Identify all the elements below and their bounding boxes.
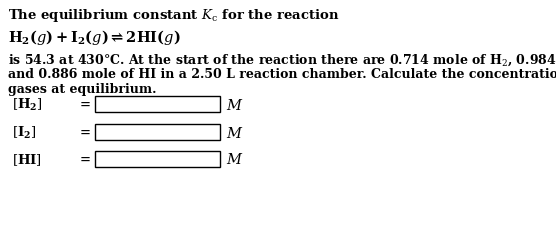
Text: =: = bbox=[80, 126, 91, 139]
Text: $[\mathbf{H_2}]$: $[\mathbf{H_2}]$ bbox=[12, 97, 43, 113]
Text: $\mathit{M}$: $\mathit{M}$ bbox=[226, 152, 244, 167]
Text: gases at equilibrium.: gases at equilibrium. bbox=[8, 83, 156, 96]
Text: $\mathbf{H_2(\mathit{g}) + I_2(\mathit{g}) \rightleftharpoons 2HI(\mathit{g})}$: $\mathbf{H_2(\mathit{g}) + I_2(\mathit{g… bbox=[8, 28, 181, 47]
Text: is 54.3 at 430°C. At the start of the reaction there are 0.714 mole of H$_2$, 0.: is 54.3 at 430°C. At the start of the re… bbox=[8, 53, 556, 68]
Text: $[\mathbf{HI}]$: $[\mathbf{HI}]$ bbox=[12, 151, 42, 167]
Text: $\mathit{M}$: $\mathit{M}$ bbox=[226, 97, 244, 112]
Text: =: = bbox=[80, 153, 91, 166]
Bar bbox=[95, 97, 220, 113]
Text: =: = bbox=[80, 98, 91, 111]
Text: $[\mathbf{I_2}]$: $[\mathbf{I_2}]$ bbox=[12, 124, 36, 141]
Text: and 0.886 mole of HI in a 2.50 L reaction chamber. Calculate the concentrations : and 0.886 mole of HI in a 2.50 L reactio… bbox=[8, 68, 556, 81]
Bar bbox=[95, 151, 220, 167]
Bar bbox=[95, 124, 220, 140]
Text: $\mathit{M}$: $\mathit{M}$ bbox=[226, 125, 244, 140]
Text: The equilibrium constant $\mathit{K}_{\mathrm{c}}$ for the reaction: The equilibrium constant $\mathit{K}_{\m… bbox=[8, 7, 340, 24]
